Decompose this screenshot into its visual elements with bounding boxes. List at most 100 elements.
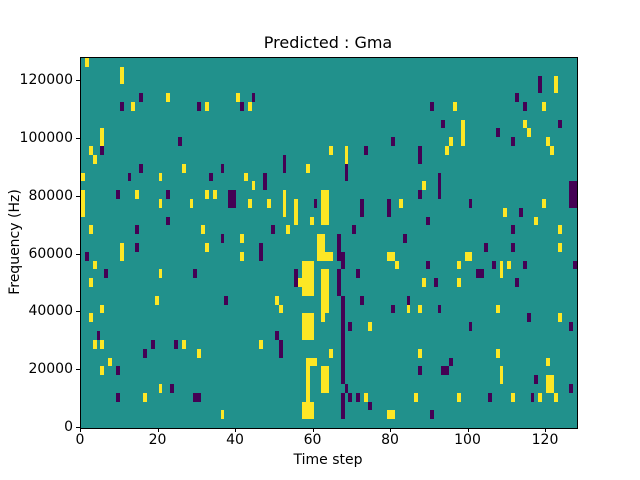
heatmap-cell xyxy=(511,225,515,235)
heatmap-cell xyxy=(119,66,124,85)
heatmap-cell xyxy=(511,392,515,402)
heatmap-cell xyxy=(387,198,391,217)
heatmap-cell xyxy=(542,102,546,111)
heatmap-cell xyxy=(534,216,539,226)
heatmap-cell xyxy=(464,251,473,261)
heatmap-cell xyxy=(429,410,434,420)
heatmap-cell xyxy=(425,260,430,270)
heatmap-cell xyxy=(391,304,395,314)
heatmap-cell xyxy=(92,260,97,270)
heatmap-cell xyxy=(321,190,329,226)
heatmap-cell xyxy=(456,392,461,402)
heatmap-cell xyxy=(115,366,120,376)
heatmap-cell xyxy=(239,251,244,261)
heatmap-cell xyxy=(301,313,314,340)
heatmap-cell xyxy=(170,383,174,393)
heatmap-cell xyxy=(449,137,453,147)
heatmap-cell xyxy=(197,348,202,358)
heatmap-cell xyxy=(557,243,562,252)
heatmap-cell xyxy=(557,313,562,323)
heatmap-cell xyxy=(193,392,202,402)
heatmap-cell xyxy=(274,331,279,340)
heatmap-cell xyxy=(394,260,399,270)
heatmap-cell xyxy=(239,102,244,111)
heatmap-cell xyxy=(104,269,109,279)
heatmap-cell xyxy=(538,392,543,402)
x-tick-label: 40 xyxy=(226,432,244,448)
heatmap-cell xyxy=(445,146,450,155)
x-tick-mark xyxy=(390,428,391,432)
heatmap-cell xyxy=(139,163,143,173)
heatmap-cell xyxy=(305,163,310,173)
heatmap-cell xyxy=(522,102,527,111)
heatmap-cell xyxy=(208,172,213,182)
heatmap-cell xyxy=(166,93,171,103)
heatmap-cell xyxy=(115,190,120,199)
heatmap-cell xyxy=(546,357,550,367)
heatmap-cell xyxy=(282,190,287,217)
heatmap-cell xyxy=(569,383,574,393)
heatmap-cell xyxy=(135,225,140,235)
heatmap-cell xyxy=(135,243,140,252)
heatmap-cell xyxy=(143,348,147,358)
heatmap-cell xyxy=(422,278,426,288)
x-tick-mark xyxy=(545,428,546,432)
heatmap-cell xyxy=(414,392,419,402)
heatmap-cell xyxy=(100,128,105,147)
heatmap-cell xyxy=(495,348,500,358)
heatmap-cell xyxy=(507,260,512,270)
heatmap-cell xyxy=(259,243,264,252)
heatmap-cell xyxy=(228,190,236,208)
heatmap-cell xyxy=(573,260,577,270)
heatmap-cell xyxy=(418,304,422,314)
heatmap-cell xyxy=(236,93,240,103)
heatmap-cell xyxy=(348,392,353,402)
heatmap-cell xyxy=(100,146,105,155)
y-tick-label: 120000 xyxy=(19,72,73,89)
heatmap-cell xyxy=(321,366,329,393)
heatmap-cell xyxy=(321,304,326,323)
heatmap-cell xyxy=(174,339,178,349)
heatmap-cell xyxy=(247,102,252,111)
heatmap-cell xyxy=(88,278,93,288)
heatmap-cell xyxy=(251,93,256,103)
heatmap-cell xyxy=(402,234,407,243)
heatmap-cell xyxy=(352,225,357,235)
x-tick-label: 60 xyxy=(303,432,322,448)
heatmap-cell xyxy=(522,260,527,270)
heatmap-cell xyxy=(515,93,519,103)
heatmap-cell xyxy=(321,269,329,314)
y-tick-mark xyxy=(76,311,80,313)
y-tick-mark xyxy=(76,137,80,139)
heatmap-cell xyxy=(197,102,202,111)
x-tick-mark xyxy=(80,428,81,432)
heatmap-cell xyxy=(294,198,298,226)
heatmap-cell xyxy=(259,251,264,261)
heatmap-cell xyxy=(437,181,442,199)
heatmap-cell xyxy=(251,181,256,191)
heatmap-cell xyxy=(418,366,422,376)
heatmap-cell xyxy=(340,392,345,420)
heatmap-cell xyxy=(298,278,302,288)
heatmap-cell xyxy=(476,269,484,279)
heatmap-cell xyxy=(538,75,543,94)
heatmap-cell xyxy=(108,357,112,367)
heatmap-cell xyxy=(449,357,453,367)
heatmap-cell xyxy=(387,251,395,261)
heatmap-cell xyxy=(356,269,360,279)
heatmap-cell xyxy=(270,225,275,235)
heatmap-cell xyxy=(522,119,527,129)
heatmap-cell xyxy=(263,172,267,182)
heatmap-cell xyxy=(96,331,101,340)
heatmap-cell xyxy=(553,392,558,402)
heatmap-cell xyxy=(205,190,209,199)
heatmap-cell xyxy=(309,216,314,226)
heatmap-cell xyxy=(437,304,442,314)
x-tick-mark xyxy=(157,428,159,432)
heatmap-cell xyxy=(557,119,562,129)
heatmap-cell xyxy=(267,198,271,208)
heatmap-cell xyxy=(499,366,504,384)
heatmap-cell xyxy=(549,146,554,155)
heatmap-cell xyxy=(495,128,500,138)
